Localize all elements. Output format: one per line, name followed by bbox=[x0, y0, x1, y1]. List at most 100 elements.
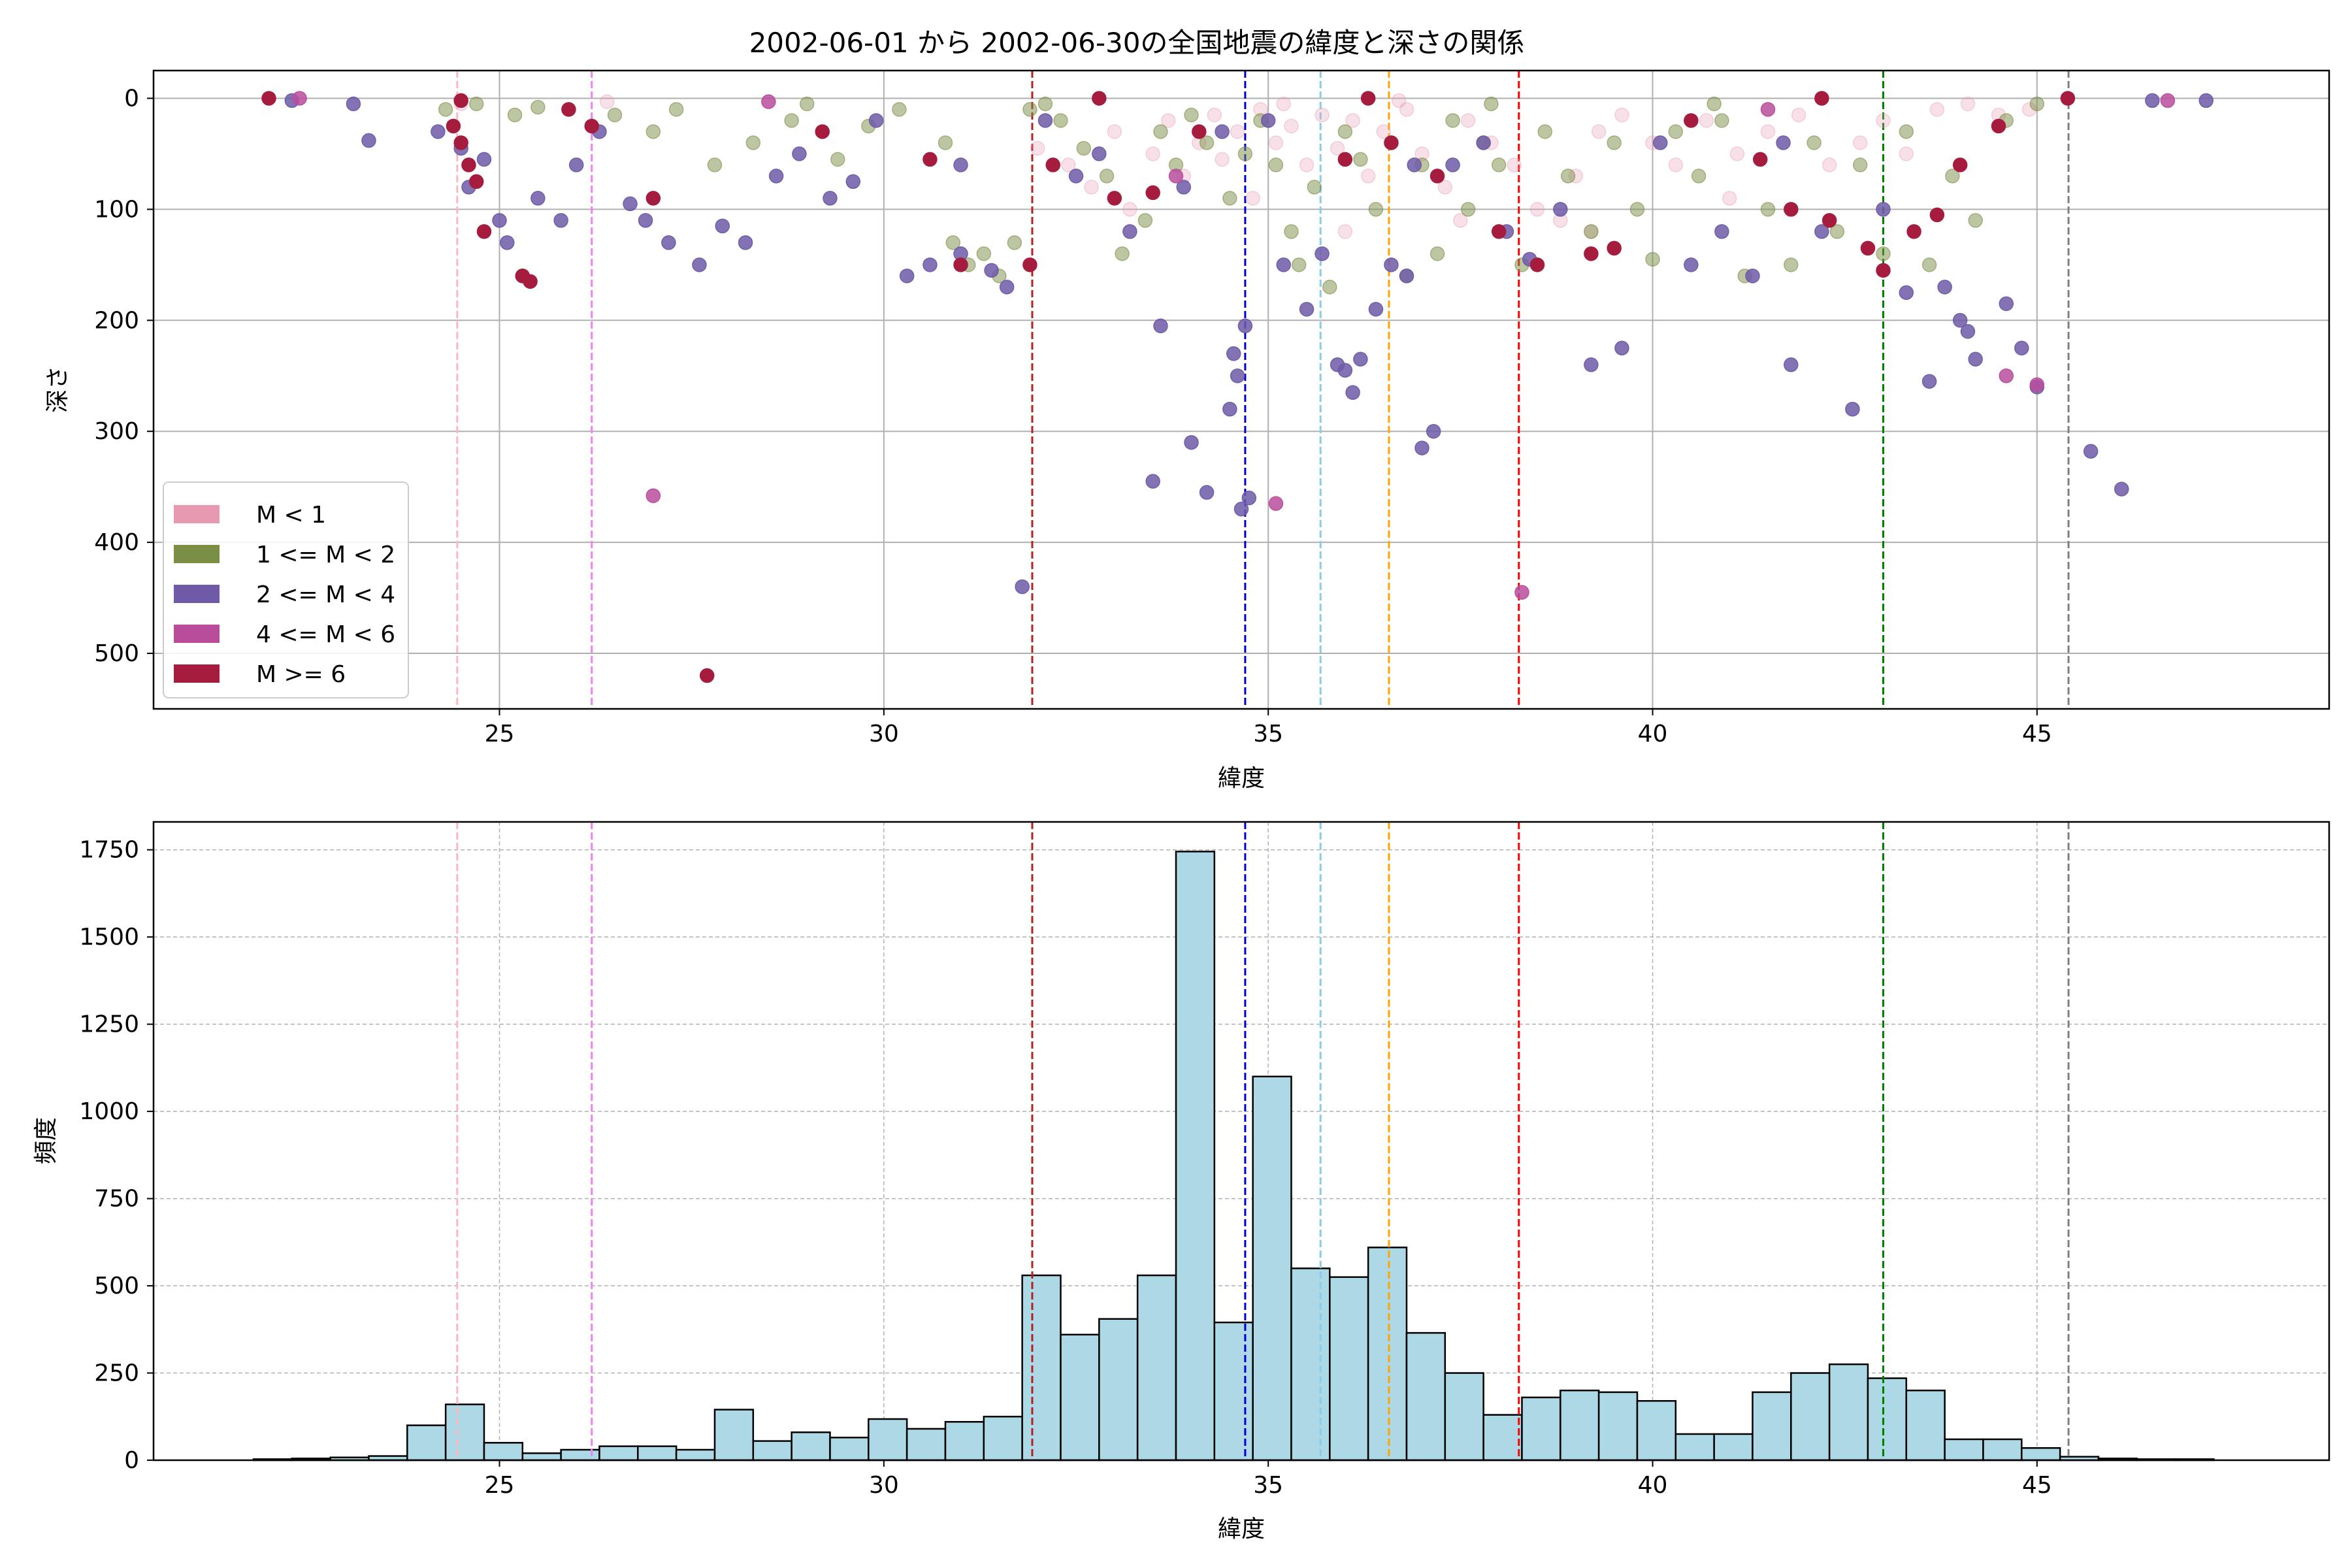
scatter-point bbox=[1929, 207, 1945, 223]
scatter-point bbox=[1353, 152, 1368, 167]
legend-label: M < 1 bbox=[256, 502, 326, 529]
scatter-point bbox=[1484, 96, 1499, 112]
scatter-y-tick-label: 300 bbox=[94, 418, 139, 445]
scatter-point bbox=[923, 257, 938, 272]
histogram-y-tick-label: 1750 bbox=[79, 837, 139, 864]
scatter-point bbox=[1345, 113, 1360, 128]
scatter-point bbox=[1560, 169, 1576, 184]
histogram-bar bbox=[1944, 1438, 1984, 1462]
scatter-point bbox=[1753, 152, 1768, 167]
legend-label: M >= 6 bbox=[256, 661, 346, 688]
scatter-point bbox=[1107, 124, 1122, 139]
histogram-bar bbox=[1290, 1267, 1331, 1462]
histogram-bar bbox=[1060, 1333, 1100, 1462]
scatter-point bbox=[1330, 140, 1345, 156]
scatter-point bbox=[1653, 135, 1668, 150]
scatter-point bbox=[1022, 257, 1037, 272]
scatter-point bbox=[1614, 107, 1629, 123]
scatter-point bbox=[1845, 401, 1860, 417]
scatter-point bbox=[292, 91, 307, 106]
scatter-point bbox=[2029, 377, 2045, 393]
histogram-reference-lines bbox=[456, 822, 2070, 1460]
scatter-point bbox=[1153, 124, 1168, 139]
scatter-point bbox=[1921, 374, 1937, 389]
histogram-bar bbox=[1252, 1075, 1292, 1462]
scatter-point bbox=[1607, 240, 1622, 256]
histogram-bar bbox=[1905, 1389, 1946, 1462]
scatter-point bbox=[1614, 340, 1629, 356]
scatter-point bbox=[1584, 224, 1599, 239]
scatter-point bbox=[1292, 257, 1307, 272]
scatter-point bbox=[2198, 93, 2213, 108]
scatter-y-tick-label: 500 bbox=[94, 640, 139, 667]
scatter-point bbox=[1307, 180, 1322, 195]
scatter-y-ticks: 0 100 200 300 400 500 bbox=[94, 85, 154, 667]
scatter-point bbox=[1037, 113, 1053, 128]
legend-label: 1 <= M < 2 bbox=[256, 542, 395, 568]
scatter-point bbox=[1921, 257, 1937, 272]
scatter-point bbox=[1645, 252, 1660, 267]
scatter-point bbox=[1491, 224, 1507, 239]
histogram-bar bbox=[1444, 1372, 1484, 1462]
scatter-point bbox=[984, 263, 999, 278]
scatter-x-ticks: 25 30 35 40 45 bbox=[485, 709, 2052, 747]
legend-box bbox=[163, 482, 409, 698]
histogram-bar bbox=[560, 1448, 600, 1462]
scatter-y-tick-label: 100 bbox=[94, 196, 139, 223]
legend-label: 2 <= M < 4 bbox=[256, 581, 395, 608]
scatter-point bbox=[1353, 351, 1368, 367]
scatter-point bbox=[1268, 496, 1284, 511]
scatter-point bbox=[1222, 191, 1237, 206]
histogram-bar bbox=[483, 1442, 524, 1462]
scatter-point bbox=[792, 146, 807, 161]
histogram-y-tick-label: 0 bbox=[124, 1447, 139, 1474]
scatter-point bbox=[1460, 202, 1476, 217]
histogram-bar bbox=[598, 1445, 639, 1462]
scatter-point bbox=[1668, 157, 1684, 172]
scatter-point bbox=[1960, 96, 1976, 112]
histogram-bar bbox=[1713, 1433, 1754, 1462]
scatter-point bbox=[1215, 124, 1230, 139]
scatter-x-tick-label: 45 bbox=[2022, 721, 2052, 747]
scatter-point bbox=[1145, 185, 1160, 201]
scatter-title: 2002-06-01 から 2002-06-30の全国地震の緯度と深さの関係 bbox=[749, 27, 1525, 59]
scatter-point bbox=[707, 157, 723, 172]
scatter-x-tick-label: 40 bbox=[1638, 721, 1668, 747]
scatter-point bbox=[1814, 224, 1829, 239]
scatter-point bbox=[507, 107, 523, 123]
scatter-point bbox=[1760, 202, 1776, 217]
scatter-point bbox=[1337, 124, 1353, 139]
scatter-point bbox=[1315, 107, 1330, 123]
histogram-x-tick-label: 45 bbox=[2022, 1472, 2052, 1499]
scatter-point bbox=[1068, 169, 1084, 184]
scatter-point bbox=[1668, 124, 1684, 139]
scatter-point bbox=[1337, 224, 1353, 239]
scatter-point bbox=[1821, 157, 1837, 172]
scatter-point bbox=[745, 135, 761, 150]
histogram-bars bbox=[252, 851, 2215, 1462]
scatter-point bbox=[2160, 93, 2176, 108]
scatter-point bbox=[661, 235, 676, 250]
scatter-point bbox=[531, 191, 546, 206]
scatter-point bbox=[1199, 485, 1215, 500]
scatter-point bbox=[1876, 113, 1891, 128]
scatter-point bbox=[1584, 246, 1599, 261]
scatter-point bbox=[1153, 318, 1168, 334]
scatter-point bbox=[645, 488, 661, 504]
scatter-point bbox=[823, 191, 838, 206]
scatter-point bbox=[1145, 146, 1160, 161]
scatter-point bbox=[938, 135, 953, 150]
histogram-bar bbox=[983, 1416, 1023, 1462]
histogram-bar bbox=[1405, 1331, 1446, 1462]
scatter-point bbox=[1399, 269, 1414, 284]
scatter-point bbox=[1760, 102, 1776, 117]
scatter-point bbox=[1460, 113, 1476, 128]
histogram-bar bbox=[1482, 1414, 1523, 1462]
scatter-point bbox=[461, 157, 476, 172]
scatter-point bbox=[1345, 385, 1360, 400]
scatter-point bbox=[1284, 224, 1299, 239]
histogram-bar bbox=[521, 1452, 562, 1462]
scatter-point bbox=[453, 93, 468, 108]
legend-swatch bbox=[174, 585, 220, 603]
